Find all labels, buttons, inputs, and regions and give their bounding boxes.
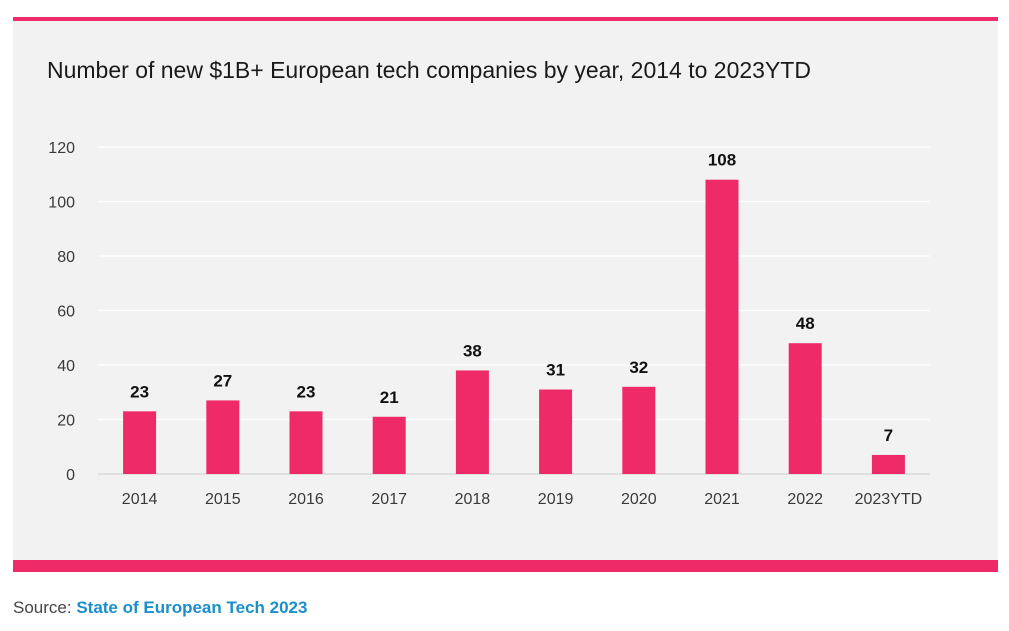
- bar-value-label: 23: [130, 382, 149, 401]
- chart-card: Number of new $1B+ European tech compani…: [13, 17, 998, 572]
- bar-value-label: 38: [463, 341, 482, 360]
- bottom-accent-rule: [13, 560, 998, 572]
- bar: [206, 400, 240, 474]
- source-link[interactable]: State of European Tech 2023: [76, 598, 308, 617]
- bar-chart: 0 20 40 60 80 100 120 23 2014 27 2015 23 2016 21 2017 3…: [48, 140, 930, 508]
- x-tick-label: 2021: [704, 491, 740, 508]
- y-tick-label: 100: [48, 195, 75, 212]
- y-tick-label: 0: [66, 467, 75, 484]
- bar: [372, 416, 406, 474]
- bar-value-label: 27: [213, 371, 232, 390]
- y-tick-label: 80: [57, 249, 75, 266]
- bar-value-label: 48: [796, 314, 815, 333]
- x-tick-label: 2020: [621, 491, 657, 508]
- bar: [871, 454, 905, 474]
- source-line: Source: State of European Tech 2023: [13, 598, 307, 618]
- x-tick-label: 2016: [288, 491, 324, 508]
- bar-value-label: 108: [708, 151, 736, 170]
- x-tick-label: 2017: [371, 491, 407, 508]
- x-tick-label: 2019: [538, 491, 574, 508]
- y-tick-label: 40: [57, 358, 75, 375]
- x-tick-label: 2018: [455, 491, 491, 508]
- bar: [539, 389, 573, 474]
- bar: [455, 370, 489, 474]
- bar-value-label: 7: [884, 426, 893, 445]
- bar: [289, 411, 323, 474]
- bar: [622, 386, 656, 474]
- bar-value-label: 32: [629, 358, 648, 377]
- source-prefix: Source:: [13, 598, 77, 617]
- chart-title: Number of new $1B+ European tech compani…: [47, 57, 811, 83]
- bar-value-label: 21: [380, 388, 399, 407]
- bar: [705, 179, 739, 474]
- y-tick-label: 20: [57, 413, 75, 430]
- bar-value-label: 23: [297, 382, 316, 401]
- bar-value-label: 31: [546, 361, 565, 380]
- x-tick-label: 2014: [122, 491, 158, 508]
- y-tick-label: 60: [57, 304, 75, 321]
- x-tick-label: 2022: [787, 491, 823, 508]
- bar: [123, 411, 157, 474]
- y-tick-label: 120: [48, 140, 75, 157]
- x-tick-label: 2015: [205, 491, 241, 508]
- bar: [788, 343, 822, 474]
- top-accent-rule: [13, 17, 998, 21]
- x-tick-label: 2023YTD: [855, 491, 923, 508]
